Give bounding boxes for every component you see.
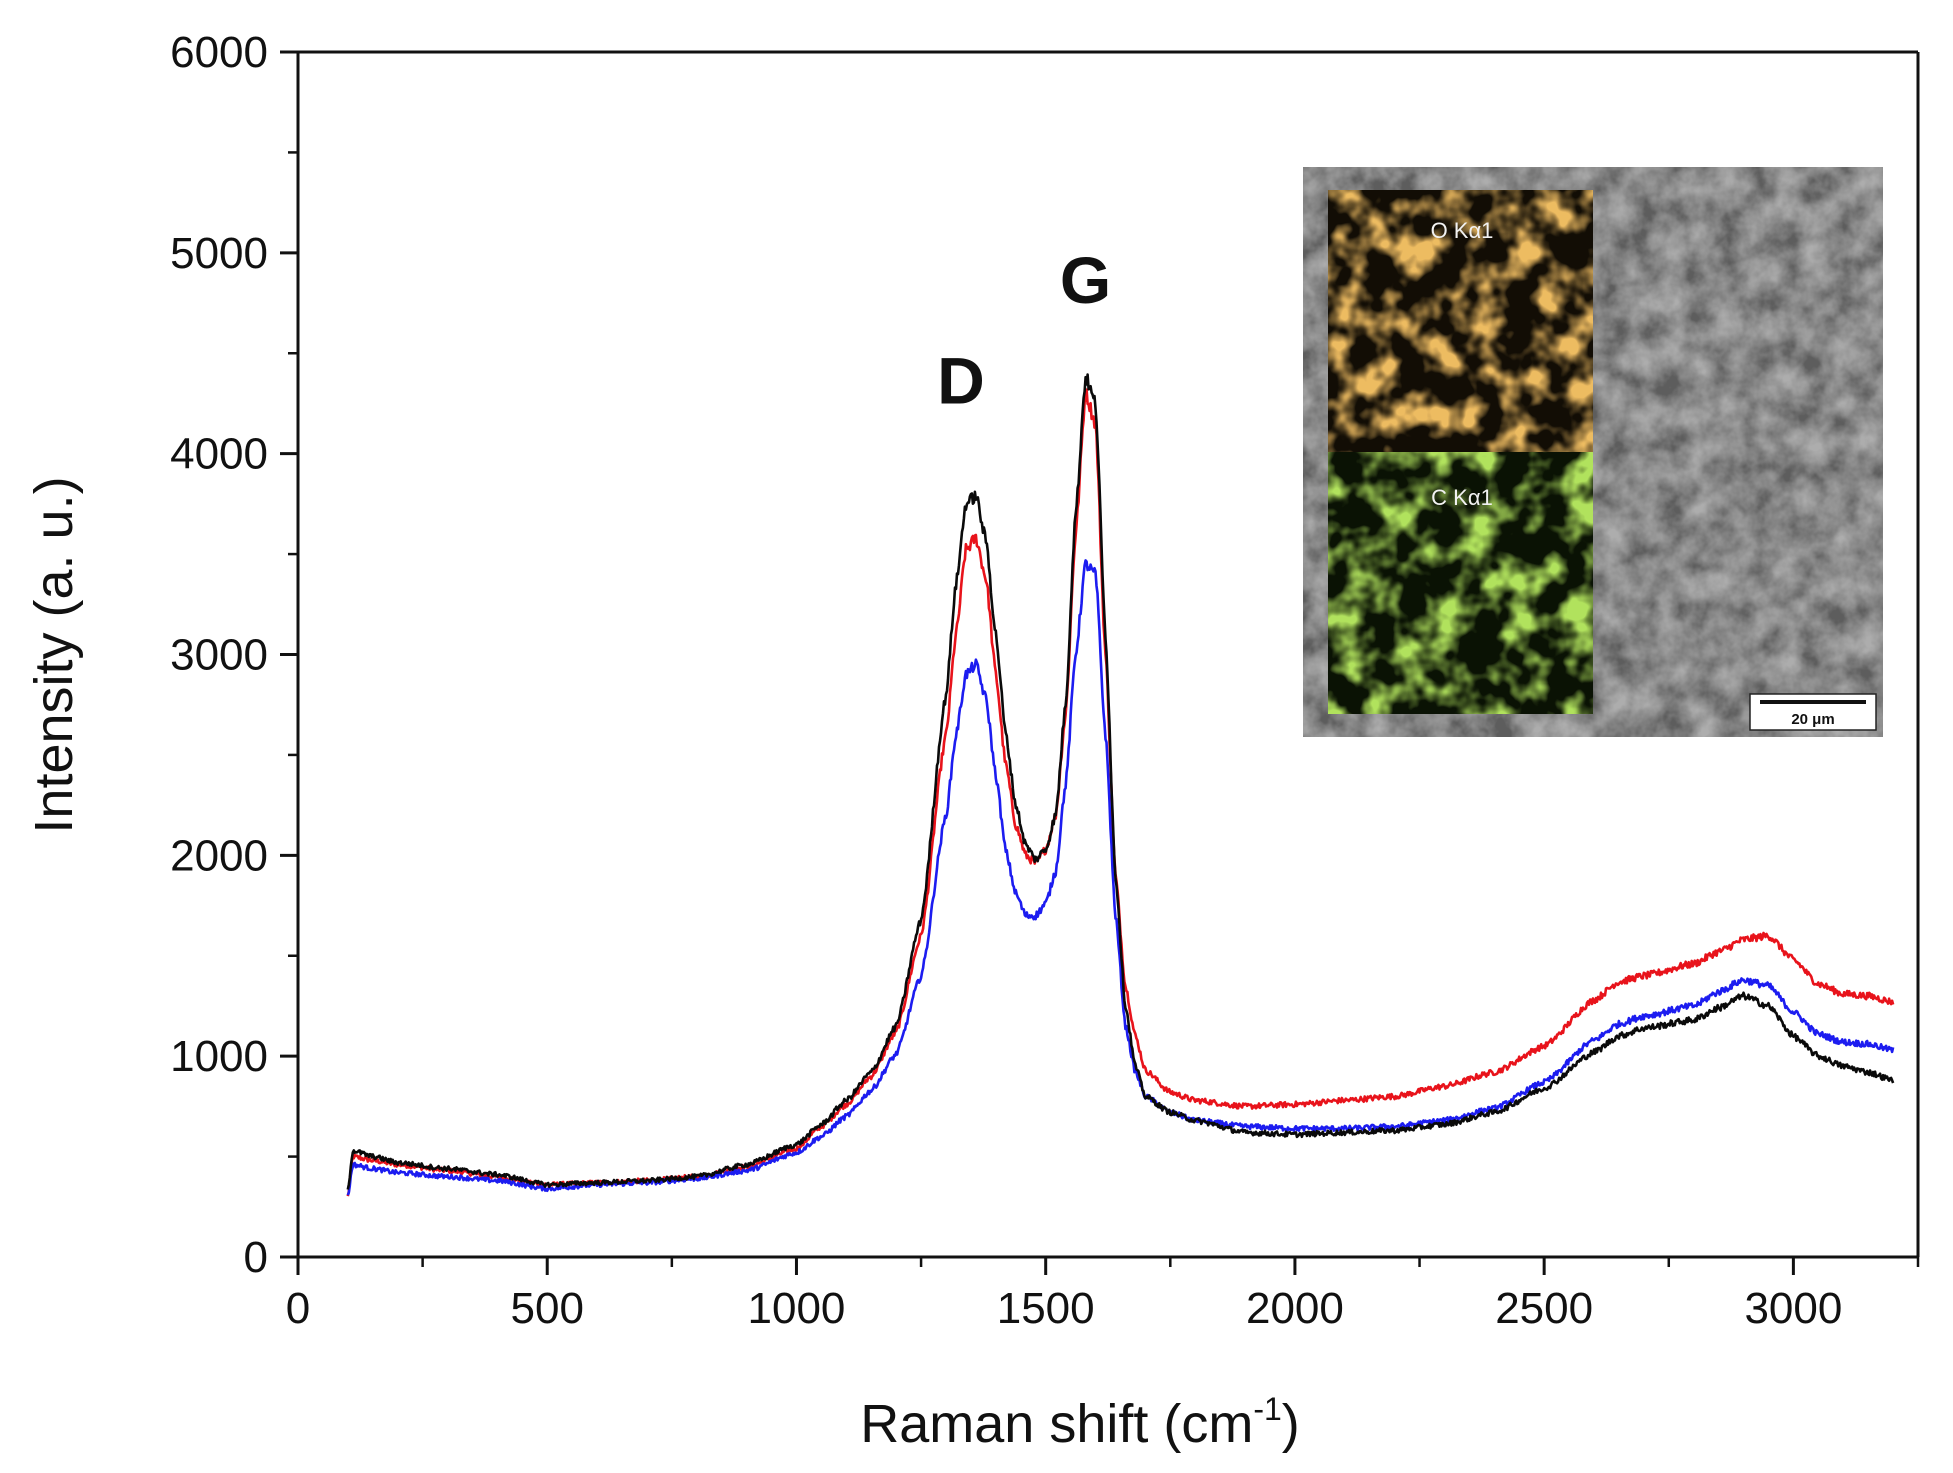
x-tick-label: 1500 [997,1284,1095,1333]
y-tick-label: 3000 [170,631,268,680]
y-tick-label: 0 [244,1233,268,1282]
inset-sem-eds: O Kα1 C Kα1 20 μm [1303,167,1883,737]
scale-bar-label: 20 μm [1791,711,1834,728]
x-tick-label: 3000 [1744,1284,1842,1333]
y-axis-title: Intensity (a. u.) [24,476,84,833]
x-axis-ticks: 0 500 1000 1500 2000 2500 3000 [286,1257,1920,1333]
peak-label-g: G [1060,243,1111,317]
inset-c-map [1328,452,1593,714]
y-tick-label: 1000 [170,1032,268,1081]
y-axis-ticks: 0 1000 2000 3000 4000 5000 6000 [170,28,298,1282]
data-series [346,373,1895,1197]
y-tick-label: 4000 [170,430,268,479]
inset-scale-bar: 20 μm [1749,693,1877,731]
inset-o-map [1328,190,1593,452]
inset-c-map-label: C Kα1 [1431,485,1493,510]
x-tick-label: 2500 [1495,1284,1593,1333]
x-tick-label: 500 [511,1284,584,1333]
y-tick-label: 2000 [170,831,268,880]
x-axis-title-superscript: -1 [1253,1391,1281,1427]
y-tick-label: 5000 [170,229,268,278]
x-tick-label: 2000 [1246,1284,1344,1333]
y-tick-label: 6000 [170,28,268,77]
x-tick-label: 1000 [748,1284,846,1333]
x-tick-label: 0 [286,1284,310,1333]
peak-label-d: D [937,343,985,417]
inset-o-map-label: O Kα1 [1431,218,1494,243]
x-axis-title: Raman shift (cm-1) [860,1391,1300,1454]
series-line-black [346,373,1895,1190]
